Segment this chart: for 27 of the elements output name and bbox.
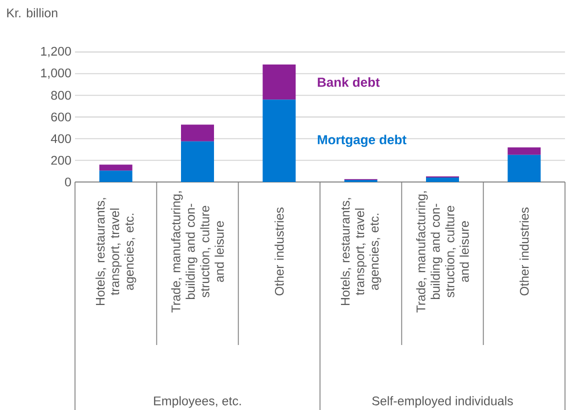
y-tick-label: 400 (50, 134, 71, 144)
bar (181, 141, 214, 182)
bar (508, 154, 541, 182)
y-tick-label: 800 (51, 90, 71, 100)
x-tick-label: Trade, manufacturing, building and con-struction, culture and leisure (416, 191, 469, 313)
y-axis-title: Kr. billion (7, 8, 58, 18)
y-tick-label: 200 (51, 156, 71, 165)
bar (181, 124, 214, 142)
series-label: Mortgage debt (318, 134, 406, 147)
x-tick-label: Other industries (274, 208, 284, 296)
y-tick-label: 0 (65, 178, 71, 186)
x-tick-label: Hotels, restaurants, transport, travel agencies, etc. (96, 198, 136, 306)
bar (262, 64, 296, 100)
text: Self-employed individuals (372, 396, 513, 408)
bar (262, 100, 296, 182)
text: Employees, etc. (154, 396, 241, 408)
x-tick-label: Hotels, restaurants, transport, travel agencies, etc. (340, 198, 382, 306)
x-tick-label: Other industries (520, 208, 529, 296)
bar (426, 177, 460, 182)
x-tick-label: Trade, manufacturing, building and con-struction, culture and leisure (171, 191, 224, 313)
bar (99, 164, 132, 171)
series-label: Bank debt (318, 77, 380, 87)
y-tick-label: 1,200 (41, 46, 71, 58)
bar (99, 170, 132, 182)
y-tick-label: 600 (51, 112, 71, 122)
y-tick-label: 1,000 (41, 68, 71, 79)
bar (508, 147, 541, 155)
